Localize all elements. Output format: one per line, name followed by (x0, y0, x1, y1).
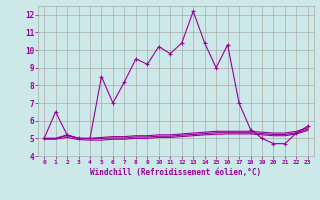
X-axis label: Windchill (Refroidissement éolien,°C): Windchill (Refroidissement éolien,°C) (91, 168, 261, 177)
